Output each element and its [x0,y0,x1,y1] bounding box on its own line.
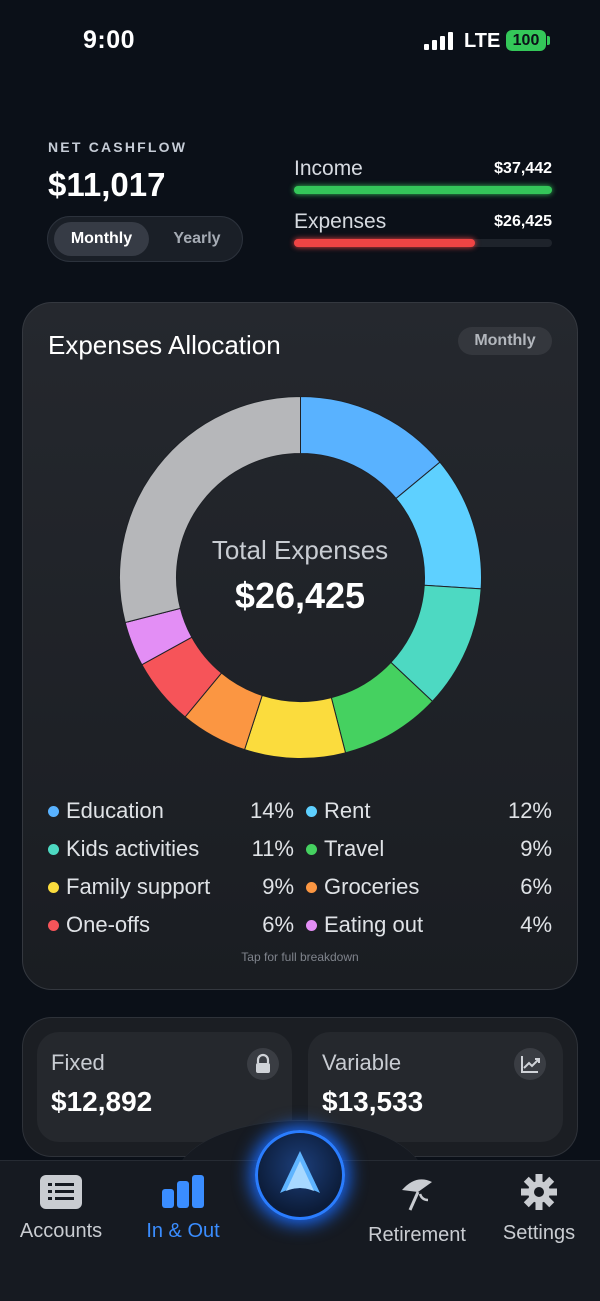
donut-slice-other[interactable] [119,395,301,624]
donut-center-label: Total Expenses [211,535,389,565]
legend-dot [48,806,59,817]
tab-settings[interactable]: Settings [502,1222,576,1244]
legend-name: Eating out [324,912,424,937]
expenses-value: $26,425 [494,213,552,230]
battery-cap [547,36,550,45]
legend-percent: 6% [520,874,552,899]
legend-dot [48,882,59,893]
legend-name: Groceries [324,874,420,899]
variable-card[interactable]: Variable $13,533 [308,1032,563,1142]
legend-name: Education [66,798,164,823]
toggle-yearly[interactable]: Yearly [173,230,221,247]
legend-percent: 4% [520,912,552,937]
legend-item: Education 14% [48,798,294,826]
donut-slice-family-support[interactable] [243,694,347,759]
fixed-value: $12,892 [51,1086,153,1117]
card-title: Expenses Allocation [48,330,281,360]
legend-dot [306,806,317,817]
umbrella-icon[interactable] [398,1172,438,1212]
expenses-bar-fill [294,239,475,247]
bar-chart-icon[interactable] [160,1173,206,1209]
expenses-label: Expenses [294,210,387,233]
expenses-bar [294,239,552,247]
variable-label: Variable [322,1050,402,1075]
legend-item: Travel 9% [306,836,552,864]
lock-icon [247,1048,279,1080]
expenses-donut-chart[interactable] [118,395,483,760]
tab-retirement[interactable]: Retirement [368,1224,466,1246]
variable-value: $13,533 [322,1086,424,1117]
net-cashflow-label: NET CASHFLOW [48,139,188,155]
income-bar-fill [294,186,552,194]
net-cashflow-value: $11,017 [48,166,166,203]
legend-name: Kids activities [66,836,200,861]
period-toggle: Monthly Yearly [47,216,243,262]
status-time: 9:00 [83,26,136,54]
legend-percent: 12% [507,798,552,823]
legend-name: One-offs [66,912,150,937]
gear-icon[interactable] [520,1173,558,1211]
donut-center-value: $26,425 [234,575,366,616]
legend-percent: 9% [520,836,552,861]
legend-item: Groceries 6% [306,874,552,902]
legend-percent: 11% [251,836,294,861]
period-pill[interactable]: Monthly [458,327,552,355]
legend-percent: 6% [262,912,294,937]
income-value: $37,442 [494,160,552,177]
legend-dot [306,882,317,893]
income-bar [294,186,552,194]
legend-name: Rent [324,798,371,823]
network-label: LTE [464,30,501,52]
legend-percent: 14% [249,798,294,823]
toggle-monthly[interactable]: Monthly [54,222,149,256]
legend-dot [306,920,317,931]
fixed-label: Fixed [51,1050,105,1075]
trend-chart-icon [514,1048,546,1080]
fixed-card[interactable]: Fixed $12,892 [37,1032,292,1142]
legend-name: Family support [66,874,211,899]
tab-in-out[interactable]: In & Out [146,1220,220,1242]
center-action-button[interactable] [255,1130,345,1220]
signal-icon [424,32,456,50]
legend-item: Family support 9% [48,874,294,902]
tab-accounts[interactable]: Accounts [19,1220,103,1242]
legend-item: Eating out 4% [306,912,552,940]
income-label: Income [294,157,363,180]
legend-name: Travel [324,836,385,861]
legend-dot [48,844,59,855]
legend-item: One-offs 6% [48,912,294,940]
legend-item: Rent 12% [306,798,552,826]
battery-icon: 100 [506,30,546,51]
list-icon[interactable] [40,1175,82,1209]
legend-percent: 9% [262,874,294,899]
tap-hint: Tap for full breakdown [241,950,359,964]
legend-dot [306,844,317,855]
legend-item: Kids activities 11% [48,836,294,864]
app-logo-icon [280,1151,320,1193]
legend-dot [48,920,59,931]
